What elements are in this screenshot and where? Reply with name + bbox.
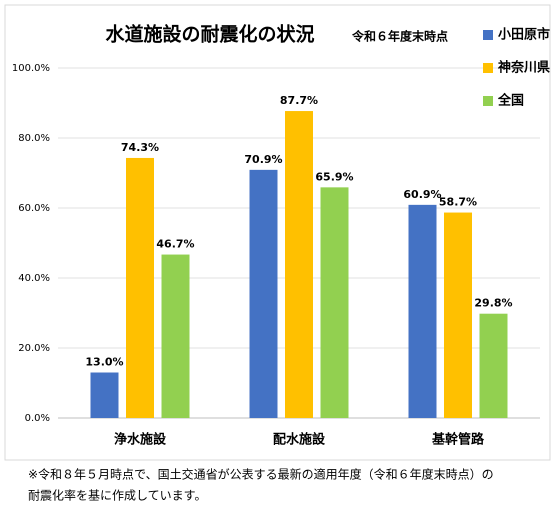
chart-subtitle: 令和６年度末時点 [351, 29, 448, 44]
footnote: ※令和８年５月時点で、国土交通省が公表する最新の適用年度（令和６年度末時点）の [28, 467, 494, 482]
value-label: 46.7% [156, 238, 194, 251]
bar [408, 204, 437, 418]
value-label: 60.9% [403, 188, 441, 201]
x-tick-label: 配水施設 [273, 432, 326, 448]
chart-title: 水道施設の耐震化の状況 [105, 23, 314, 46]
footnote: 耐震化率を基に作成しています。 [28, 488, 206, 503]
legend-swatch [483, 63, 493, 73]
x-tick-label: 浄水施設 [114, 432, 167, 448]
x-tick-label: 基幹管路 [431, 432, 485, 448]
value-label: 29.8% [474, 297, 512, 310]
bar [126, 157, 154, 418]
legend-swatch [483, 96, 493, 106]
y-tick-label: 100.0% [12, 63, 50, 74]
value-label: 74.3% [121, 141, 159, 154]
value-label: 58.7% [439, 196, 477, 209]
y-tick-label: 80.0% [18, 133, 50, 144]
y-tick-label: 20.0% [18, 343, 50, 354]
bar [90, 372, 119, 418]
legend-label: 神奈川県 [498, 60, 550, 76]
y-tick-label: 40.0% [18, 273, 50, 284]
value-label: 65.9% [315, 170, 353, 183]
value-label: 70.9% [244, 153, 282, 166]
bar [249, 169, 278, 418]
value-label: 13.0% [85, 356, 123, 369]
bar [444, 212, 472, 418]
legend-label: 小田原市 [498, 27, 550, 43]
legend-label: 全国 [497, 93, 524, 109]
bar [285, 111, 313, 419]
legend-swatch [483, 30, 493, 40]
bar [479, 313, 508, 418]
bar [161, 254, 190, 418]
y-tick-label: 60.0% [18, 203, 50, 214]
y-tick-label: 0.0% [25, 413, 50, 424]
bar [320, 187, 349, 418]
value-label: 87.7% [280, 94, 318, 107]
